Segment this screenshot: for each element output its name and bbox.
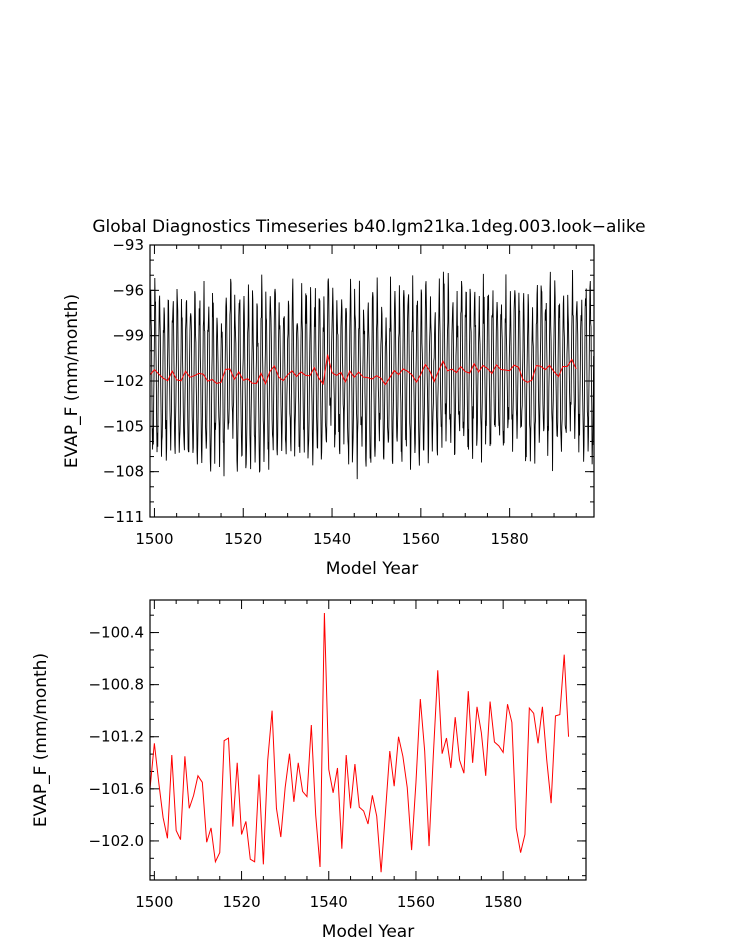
x-tick-label: 1580 xyxy=(484,893,522,911)
x-tick-label: 1500 xyxy=(135,893,173,911)
annual-mean-series-line xyxy=(150,354,577,386)
y-tick-label: −93 xyxy=(112,236,144,254)
y-tick-label: −102.0 xyxy=(88,832,144,850)
y-axis-label: EVAP_F (mm/month) xyxy=(62,294,82,468)
evap-timeseries-panel: 1500 1520 1540 1560 1580 −111 −108 −105 −102 −99 −… xyxy=(62,236,595,579)
x-tick-label: 1560 xyxy=(402,530,440,548)
y-tick-label: −105 xyxy=(103,417,144,435)
plot-frame xyxy=(149,599,587,881)
x-tick-label: 1580 xyxy=(491,530,529,548)
y-tick-label: −111 xyxy=(103,508,144,526)
annual-mean-series-line xyxy=(150,613,570,873)
y-tick-label: −101.6 xyxy=(88,780,144,798)
x-axis-label: Model Year xyxy=(326,559,418,579)
y-tick-label: −102 xyxy=(103,372,144,390)
x-tick-label: 1500 xyxy=(135,530,173,548)
y-tick-label: −100.4 xyxy=(88,624,144,642)
evap-annual-mean-panel: 1500 1520 1540 1560 1580 −102.0 −101.6 −101.2 −1… xyxy=(31,599,587,942)
x-tick-label: 1540 xyxy=(310,893,348,911)
y-tick-label: −99 xyxy=(112,327,144,345)
y-tick-label: −96 xyxy=(112,281,144,299)
x-tick-label: 1520 xyxy=(222,893,260,911)
y-tick-label: −108 xyxy=(103,463,144,481)
monthly-series-line xyxy=(150,270,594,480)
y-tick-label: −100.8 xyxy=(88,676,144,694)
x-tick-label: 1520 xyxy=(224,530,262,548)
x-tick-label: 1560 xyxy=(397,893,435,911)
x-tick-label: 1540 xyxy=(313,530,351,548)
plot-frame xyxy=(149,244,595,518)
x-axis-label: Model Year xyxy=(322,922,414,942)
chart-title: Global Diagnostics Timeseries b40.lgm21k… xyxy=(92,217,645,237)
y-axis-label: EVAP_F (mm/month) xyxy=(31,653,51,827)
y-tick-label: −101.2 xyxy=(88,728,144,746)
